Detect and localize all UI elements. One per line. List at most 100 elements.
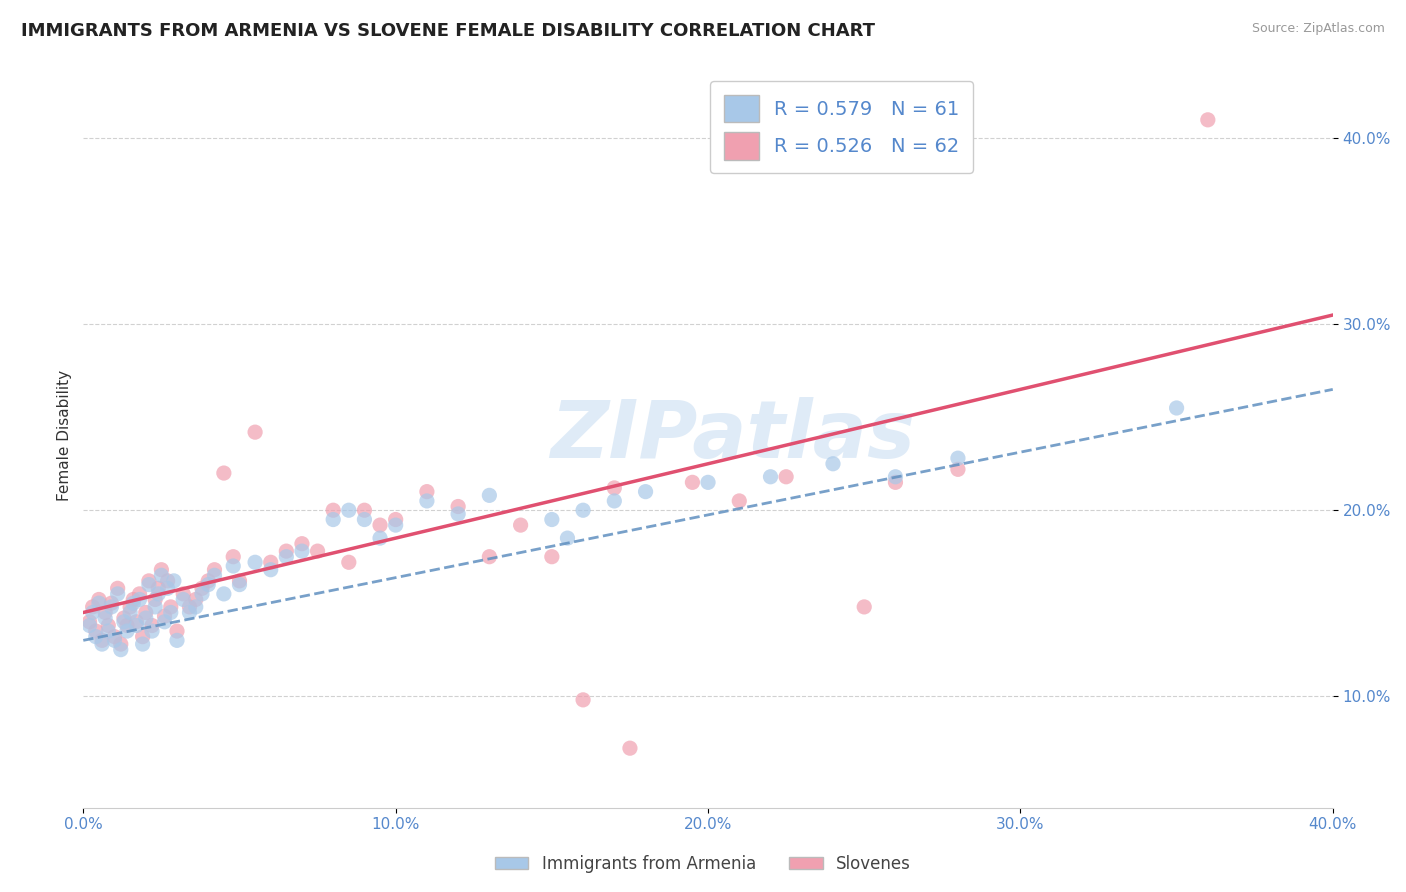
Point xyxy=(821,457,844,471)
Point xyxy=(853,599,876,614)
Point xyxy=(91,633,114,648)
Point xyxy=(276,549,298,564)
Point xyxy=(87,592,110,607)
Point xyxy=(94,611,117,625)
Point xyxy=(557,531,579,545)
Point xyxy=(540,549,562,564)
Point xyxy=(353,512,375,526)
Point xyxy=(115,618,138,632)
Point xyxy=(222,559,245,574)
Point xyxy=(603,481,626,495)
Point xyxy=(353,503,375,517)
Point xyxy=(260,555,283,569)
Point xyxy=(79,615,101,629)
Point xyxy=(759,469,782,483)
Legend: Immigrants from Armenia, Slovenes: Immigrants from Armenia, Slovenes xyxy=(488,848,918,880)
Point xyxy=(697,475,720,490)
Point xyxy=(509,518,531,533)
Point xyxy=(79,618,101,632)
Point xyxy=(260,563,283,577)
Point xyxy=(84,630,107,644)
Point xyxy=(775,469,797,483)
Point xyxy=(228,577,250,591)
Point xyxy=(884,475,907,490)
Point xyxy=(478,549,501,564)
Point xyxy=(135,611,157,625)
Point xyxy=(946,462,969,476)
Point xyxy=(122,596,145,610)
Point xyxy=(447,500,470,514)
Point xyxy=(243,555,266,569)
Point xyxy=(416,484,439,499)
Point xyxy=(112,615,135,629)
Point xyxy=(291,544,314,558)
Point xyxy=(107,582,129,596)
Text: Source: ZipAtlas.com: Source: ZipAtlas.com xyxy=(1251,22,1385,36)
Point xyxy=(204,568,226,582)
Point xyxy=(159,599,181,614)
Point xyxy=(110,637,132,651)
Point xyxy=(946,451,969,466)
Point xyxy=(120,606,142,620)
Point xyxy=(94,606,117,620)
Point xyxy=(179,606,201,620)
Point xyxy=(91,637,114,651)
Point xyxy=(128,587,150,601)
Point xyxy=(307,544,329,558)
Point xyxy=(115,624,138,638)
Point xyxy=(150,568,173,582)
Point xyxy=(87,596,110,610)
Point xyxy=(572,693,595,707)
Point xyxy=(103,630,125,644)
Point xyxy=(634,484,657,499)
Point xyxy=(84,624,107,638)
Point xyxy=(337,503,360,517)
Point xyxy=(153,615,176,629)
Point xyxy=(384,512,406,526)
Point xyxy=(222,549,245,564)
Point xyxy=(122,592,145,607)
Point xyxy=(172,592,194,607)
Point xyxy=(163,574,186,588)
Point xyxy=(125,618,148,632)
Point xyxy=(135,606,157,620)
Point xyxy=(276,544,298,558)
Point xyxy=(120,599,142,614)
Point xyxy=(156,582,179,596)
Point xyxy=(172,587,194,601)
Point xyxy=(368,531,391,545)
Y-axis label: Female Disability: Female Disability xyxy=(58,370,72,501)
Point xyxy=(184,599,207,614)
Point xyxy=(103,633,125,648)
Point xyxy=(150,563,173,577)
Point xyxy=(337,555,360,569)
Point xyxy=(100,596,122,610)
Point xyxy=(110,642,132,657)
Point xyxy=(681,475,703,490)
Point xyxy=(197,574,219,588)
Point xyxy=(384,518,406,533)
Point xyxy=(572,503,595,517)
Point xyxy=(97,624,120,638)
Point xyxy=(107,587,129,601)
Point xyxy=(322,512,344,526)
Point xyxy=(131,630,153,644)
Point xyxy=(141,618,163,632)
Point xyxy=(204,563,226,577)
Point xyxy=(112,611,135,625)
Point xyxy=(291,537,314,551)
Point xyxy=(1197,112,1219,127)
Point xyxy=(478,488,501,502)
Text: IMMIGRANTS FROM ARMENIA VS SLOVENE FEMALE DISABILITY CORRELATION CHART: IMMIGRANTS FROM ARMENIA VS SLOVENE FEMAL… xyxy=(21,22,875,40)
Point xyxy=(159,606,181,620)
Point xyxy=(166,624,188,638)
Point xyxy=(148,582,170,596)
Point xyxy=(82,606,104,620)
Point xyxy=(603,494,626,508)
Point xyxy=(447,507,470,521)
Point xyxy=(125,615,148,629)
Point xyxy=(166,633,188,648)
Point xyxy=(322,503,344,517)
Point xyxy=(100,599,122,614)
Point xyxy=(153,609,176,624)
